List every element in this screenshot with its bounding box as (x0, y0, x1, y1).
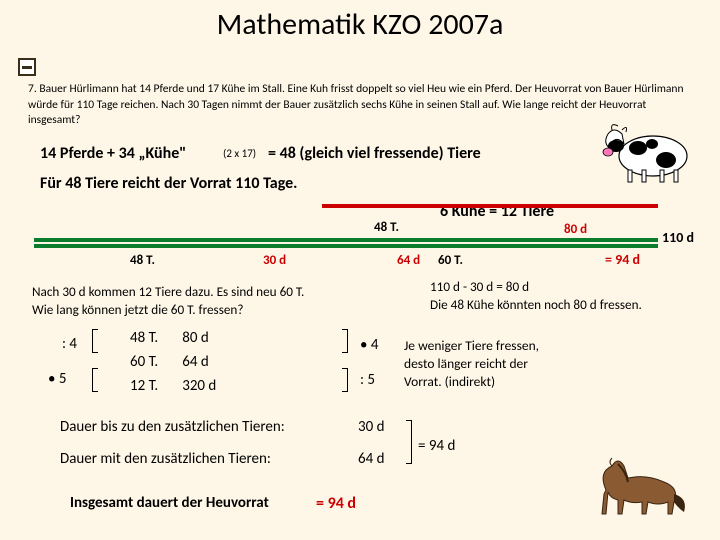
brace-left-1 (92, 329, 98, 353)
after-30d-line2: Wie lang können jetzt die 60 T. fressen? (32, 301, 243, 318)
label-60t: 60 T. (438, 253, 463, 268)
bar-red (322, 204, 658, 208)
label-80d: 80 d (564, 222, 587, 237)
after-30d-line1: Nach 30 d kommen 12 Tiere dazu. Es sind … (32, 283, 304, 300)
bar-green-1 (34, 238, 658, 242)
annotation-2x17: (2 x 17) (223, 147, 256, 160)
label-64d: 64 d (397, 253, 420, 268)
calc-80d: 110 d - 30 d = 80 d Die 48 Kühe könnten … (430, 278, 642, 314)
label-48t-bottom: 48 T. (130, 253, 155, 268)
op-times-4: • 4 (360, 336, 378, 354)
equation-line-1b: = 48 (gleich viel fressende) Tiere (268, 144, 481, 163)
inverse-note-l3: Vorrat. (indirekt) (404, 373, 495, 390)
equation-line-1a: 14 Pferde + 34 „Kühe" (40, 144, 186, 163)
inverse-note: Je weniger Tiere fressen, desto länger r… (404, 337, 539, 392)
duration-after-value: 64 d (358, 450, 384, 468)
inverse-note-l1: Je weniger Tiere fressen, (404, 337, 539, 354)
cell-12t: 12 T. (130, 375, 180, 397)
label-110d: 110 d (662, 229, 694, 246)
label-30d: 30 d (263, 253, 286, 268)
bar-green-2 (34, 244, 658, 248)
brace-right-1 (342, 329, 348, 353)
cow-icon (598, 116, 698, 184)
cell-320d: 320 d (182, 375, 238, 397)
table-cell-icon (18, 58, 36, 76)
duration-before-value: 30 d (358, 418, 384, 436)
table-row: 48 T.80 d (130, 327, 238, 349)
calc-80d-line1: 110 d - 30 d = 80 d (430, 278, 529, 295)
calc-80d-line2: Die 48 Kühe könnten noch 80 d fressen. (430, 296, 642, 313)
duration-before-label: Dauer bis zu den zusätzlichen Tieren: (60, 418, 285, 436)
op-times-5: • 5 (48, 370, 66, 388)
brace-sum (406, 420, 412, 464)
equation-line-2: Für 48 Tiere reicht der Vorrat 110 Tage. (40, 174, 297, 193)
label-eq94-top: = 94 d (605, 251, 640, 268)
table-row: 60 T.64 d (130, 351, 238, 373)
op-divide-4: : 4 (62, 335, 77, 353)
op-divide-5: : 5 (360, 371, 375, 389)
total-value: = 94 d (316, 494, 356, 513)
after-30d-text: Nach 30 d kommen 12 Tiere dazu. Es sind … (32, 283, 304, 319)
table-row: 12 T.320 d (130, 375, 238, 397)
sum-94d: = 94 d (418, 437, 455, 455)
cell-64d: 64 d (182, 351, 238, 373)
duration-after-label: Dauer mit den zusätzlichen Tieren: (60, 450, 271, 468)
label-48t-top: 48 T. (374, 220, 399, 235)
proportion-table: 48 T.80 d 60 T.64 d 12 T.320 d (128, 325, 240, 399)
cell-80d: 80 d (182, 327, 238, 349)
brace-right-2 (342, 368, 348, 392)
inverse-note-l2: desto länger reicht der (404, 355, 528, 372)
total-label: Insgesamt dauert der Heuvorrat (70, 494, 269, 512)
cell-48t: 48 T. (130, 327, 180, 349)
page-title: Mathematik KZO 2007a (0, 0, 720, 43)
cell-60t: 60 T. (130, 351, 180, 373)
horse-icon (578, 448, 698, 528)
brace-left-2 (92, 368, 98, 392)
